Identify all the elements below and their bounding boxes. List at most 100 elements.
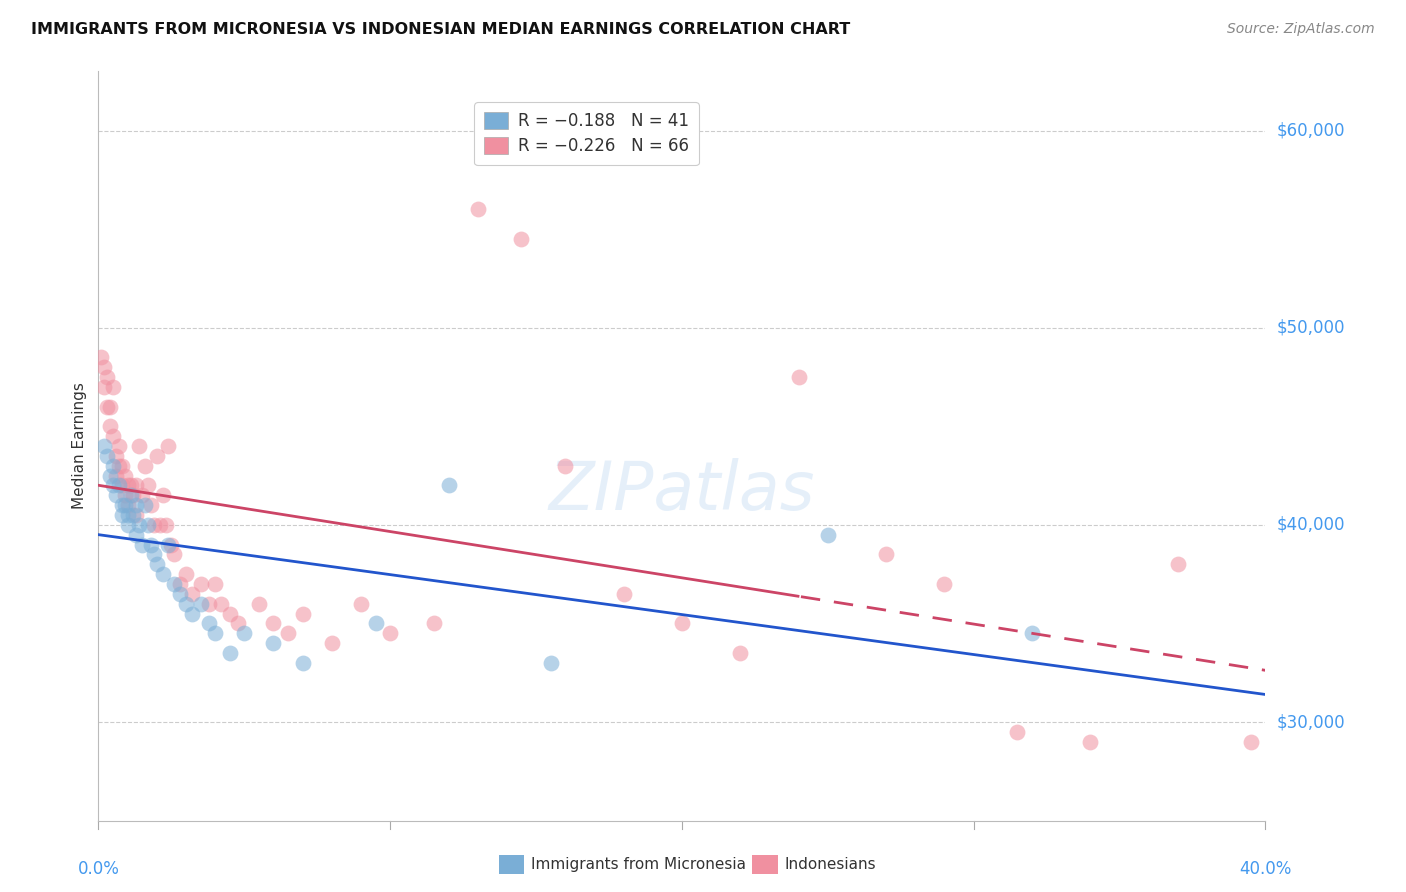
- Point: [155, 517, 177, 532]
- Point: [101, 478, 124, 492]
- Point: [291, 607, 314, 621]
- Point: [120, 488, 142, 502]
- Point: [204, 626, 226, 640]
- Text: Immigrants from Micronesia: Immigrants from Micronesia: [531, 857, 747, 871]
- Point: [169, 587, 191, 601]
- Point: [180, 607, 202, 621]
- Point: [1021, 626, 1043, 640]
- Point: [218, 607, 240, 621]
- Point: [104, 488, 127, 502]
- Legend: R = −0.188   N = 41, R = −0.226   N = 66: R = −0.188 N = 41, R = −0.226 N = 66: [474, 103, 699, 165]
- Point: [128, 439, 150, 453]
- Point: [437, 478, 460, 492]
- Point: [114, 498, 136, 512]
- Point: [1007, 725, 1029, 739]
- Point: [98, 419, 121, 434]
- Point: [262, 636, 284, 650]
- Point: [111, 508, 134, 522]
- Text: $60,000: $60,000: [1277, 121, 1346, 139]
- Point: [277, 626, 299, 640]
- Point: [125, 508, 148, 522]
- Point: [101, 458, 124, 473]
- Point: [174, 567, 197, 582]
- Point: [111, 478, 134, 492]
- Point: [122, 488, 145, 502]
- Point: [146, 449, 169, 463]
- Point: [934, 577, 956, 591]
- Point: [169, 577, 191, 591]
- Point: [139, 538, 162, 552]
- Point: [180, 587, 202, 601]
- Point: [671, 616, 693, 631]
- Point: [817, 527, 839, 541]
- Point: [134, 458, 156, 473]
- Point: [108, 458, 131, 473]
- Point: [209, 597, 232, 611]
- Point: [218, 646, 240, 660]
- Point: [114, 488, 136, 502]
- Point: [163, 548, 186, 562]
- Point: [467, 202, 489, 217]
- Point: [93, 439, 115, 453]
- Point: [98, 400, 121, 414]
- Point: [128, 517, 150, 532]
- Point: [101, 429, 124, 443]
- Point: [142, 517, 165, 532]
- Point: [117, 508, 139, 522]
- Point: [160, 538, 183, 552]
- Point: [104, 468, 127, 483]
- Point: [875, 548, 897, 562]
- Point: [190, 577, 212, 591]
- Point: [198, 616, 221, 631]
- Point: [198, 597, 221, 611]
- Point: [111, 458, 134, 473]
- Point: [1240, 735, 1263, 749]
- Point: [262, 616, 284, 631]
- Y-axis label: Median Earnings: Median Earnings: [72, 383, 87, 509]
- Point: [291, 656, 314, 670]
- Point: [730, 646, 752, 660]
- Point: [190, 597, 212, 611]
- Text: Source: ZipAtlas.com: Source: ZipAtlas.com: [1227, 22, 1375, 37]
- Point: [142, 548, 165, 562]
- Point: [114, 468, 136, 483]
- Point: [554, 458, 576, 473]
- Point: [152, 488, 174, 502]
- Point: [149, 517, 172, 532]
- Point: [228, 616, 250, 631]
- Point: [117, 517, 139, 532]
- Point: [104, 449, 127, 463]
- Text: $30,000: $30,000: [1277, 713, 1346, 731]
- Point: [136, 478, 159, 492]
- Text: IMMIGRANTS FROM MICRONESIA VS INDONESIAN MEDIAN EARNINGS CORRELATION CHART: IMMIGRANTS FROM MICRONESIA VS INDONESIAN…: [31, 22, 851, 37]
- Point: [163, 577, 186, 591]
- Point: [93, 360, 115, 375]
- Point: [1080, 735, 1102, 749]
- Point: [204, 577, 226, 591]
- Point: [364, 616, 387, 631]
- Point: [125, 527, 148, 541]
- Point: [380, 626, 402, 640]
- Point: [131, 538, 153, 552]
- Point: [122, 508, 145, 522]
- Point: [111, 498, 134, 512]
- Point: [423, 616, 446, 631]
- Point: [139, 498, 162, 512]
- Point: [117, 498, 139, 512]
- Point: [90, 351, 112, 365]
- Point: [125, 498, 148, 512]
- Point: [136, 517, 159, 532]
- Point: [612, 587, 634, 601]
- Point: [117, 478, 139, 492]
- Point: [134, 498, 156, 512]
- Point: [96, 370, 118, 384]
- Point: [146, 558, 169, 572]
- Point: [174, 597, 197, 611]
- Point: [96, 400, 118, 414]
- Point: [510, 232, 533, 246]
- Text: 0.0%: 0.0%: [77, 860, 120, 878]
- Point: [350, 597, 373, 611]
- Point: [108, 439, 131, 453]
- Point: [98, 468, 121, 483]
- Point: [321, 636, 343, 650]
